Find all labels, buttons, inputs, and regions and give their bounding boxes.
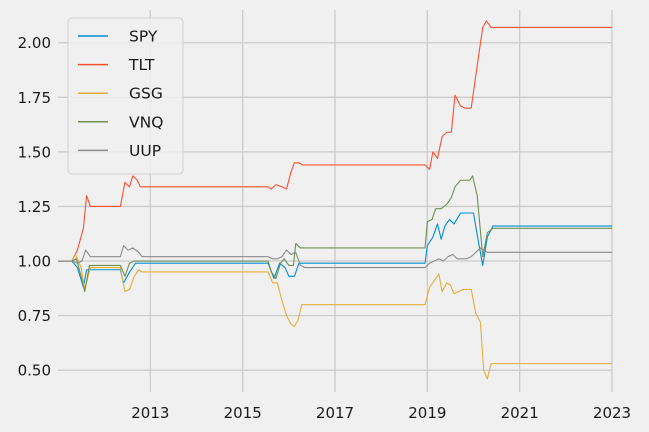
x-tick-label: 2019 bbox=[408, 404, 446, 422]
x-tick-label: 2017 bbox=[316, 404, 354, 422]
x-tick-label: 2023 bbox=[593, 404, 631, 422]
legend-label-spy: SPY bbox=[129, 28, 158, 46]
series-line-vnq bbox=[58, 175, 612, 293]
series-line-uup bbox=[58, 245, 612, 269]
y-tick-label: 1.25 bbox=[18, 198, 51, 216]
legend-label-vnq: VNQ bbox=[129, 113, 163, 131]
series-line-tlt bbox=[58, 20, 612, 262]
series-line-spy bbox=[58, 212, 612, 288]
y-tick-label: 2.00 bbox=[18, 34, 51, 52]
series-line-gsg bbox=[58, 253, 612, 380]
x-tick-label: 2015 bbox=[224, 404, 262, 422]
series-lines bbox=[58, 20, 612, 380]
x-axis-ticks: 2013 2015 2017 2019 2021 2023 bbox=[131, 404, 631, 422]
x-tick-label: 2013 bbox=[131, 404, 169, 422]
y-tick-label: 0.50 bbox=[18, 362, 51, 380]
legend-label-uup: UUP bbox=[129, 142, 161, 160]
y-tick-label: 1.00 bbox=[18, 253, 51, 271]
x-tick-label: 2021 bbox=[501, 404, 539, 422]
legend: SPY TLT GSG VNQ UUP bbox=[67, 17, 184, 175]
legend-label-tlt: TLT bbox=[128, 56, 155, 74]
y-tick-label: 1.75 bbox=[18, 89, 51, 107]
y-tick-label: 1.50 bbox=[18, 143, 51, 161]
y-tick-label: 0.75 bbox=[18, 307, 51, 325]
legend-frame bbox=[67, 17, 184, 175]
legend-label-gsg: GSG bbox=[129, 85, 163, 103]
y-axis-ticks: 0.50 0.75 1.00 1.25 1.50 1.75 2.00 bbox=[18, 34, 51, 379]
